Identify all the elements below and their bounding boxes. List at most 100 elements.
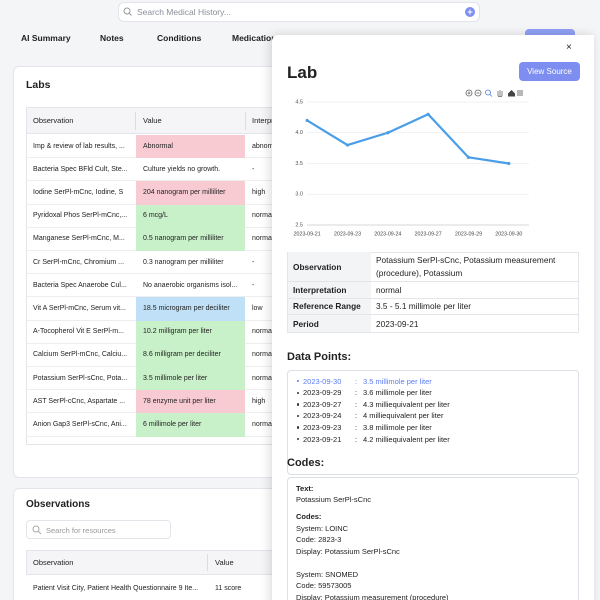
observation-cell: A-Tocopherol Vit E SerPl-m...: [33, 328, 124, 336]
value-highlight: [136, 367, 245, 391]
details-value: Potassium SerPl-sCnc, Potassium measurem…: [376, 255, 556, 278]
interpretation-cell: normal: [252, 212, 274, 220]
value-cell: 6 millimole per liter: [143, 421, 202, 428]
search-placeholder: Search Medical History...: [137, 6, 231, 17]
nav-tab: Conditions: [157, 32, 202, 43]
nav-tab: Notes: [100, 32, 124, 43]
observation-cell: Potassium SerPl-sCnc, Pota...: [33, 374, 128, 382]
codes-box: [287, 477, 579, 600]
data-point-separator: :: [355, 376, 358, 386]
zoom-icon: [489, 94, 493, 97]
value-cell: No anaerobic organisms isol...: [143, 281, 238, 289]
data-points-box: [287, 370, 579, 475]
observation-cell: Imp & review of lab results, ...: [33, 142, 125, 150]
y-tick-label: 4.5: [295, 99, 303, 105]
zoom-out-icon: [474, 89, 482, 97]
add-icon: [467, 9, 473, 15]
column-header: Observation: [33, 115, 74, 125]
column-header: Value: [215, 557, 234, 567]
column-header: Observation: [33, 557, 74, 567]
details-row-line: [371, 314, 578, 315]
details-value: 2023-09-21: [376, 318, 419, 329]
search-icon: [32, 525, 42, 535]
zoom-icon: [485, 89, 491, 96]
observation-cell: Bacteria Spec Anaerobe Cul...: [33, 281, 127, 289]
codes-codes-label: Codes:: [296, 511, 322, 521]
value-cell: 204 nanogram per milliliter: [143, 189, 226, 196]
data-point-value: 4 milliequivalent per liter: [363, 411, 444, 421]
value-highlight: [136, 204, 245, 228]
value-cell: 8.6 milligram per deciliter: [143, 351, 221, 359]
x-tick-label: 2023-09-29: [455, 231, 482, 237]
data-point-separator: :: [355, 422, 358, 432]
search-icon: [37, 530, 42, 535]
data-point-value: 3.6 millimole per liter: [363, 388, 432, 398]
bullet: [297, 414, 300, 418]
x-tick-label: 2023-09-24: [374, 231, 401, 237]
details-row-line: [371, 281, 578, 282]
data-point-value: 3.5 millimole per liter: [363, 376, 432, 386]
close-button[interactable]: ×: [566, 42, 572, 53]
data-point-date: 2023-09-27: [303, 399, 342, 409]
interpretation-cell: normal: [252, 421, 274, 428]
search-icon: [32, 525, 40, 533]
search-placeholder: Search for resources: [46, 525, 116, 535]
observation-cell: Patient Visit City, Patient Health Quest…: [33, 585, 199, 592]
codes-text-label: Text:: [296, 483, 314, 493]
value-cell: 78 enzyme unit per liter: [143, 397, 216, 405]
value-cell: 3.5 millimole per liter: [143, 374, 208, 382]
observation-cell: Anion Gap3 SerPl-sCnc, Ani...: [33, 421, 127, 428]
bullet: [297, 403, 300, 406]
x-tick-label: 2023-09-30: [495, 231, 522, 237]
details-label: Reference Range: [293, 301, 361, 312]
column-divider: [207, 554, 208, 571]
bullet: [297, 391, 300, 394]
details-label: Interpretation: [293, 284, 347, 295]
details-label-cell: [288, 298, 371, 315]
value-highlight: [136, 227, 245, 251]
pan-icon: [497, 90, 503, 98]
codes-title: Codes:: [287, 457, 325, 469]
view-source-button[interactable]: View Source: [519, 62, 580, 81]
data-point: [386, 131, 390, 135]
code-line: Display: Potassium SerPl-sCnc: [296, 546, 400, 556]
value-cell: Abnormal: [143, 142, 173, 150]
observations-title: Observations: [26, 499, 90, 510]
header-icons: [123, 7, 475, 17]
code-line: System: LOINC: [296, 523, 349, 533]
panel-title: Lab: [287, 63, 318, 82]
data-point: [426, 112, 430, 116]
details-label: Observation: [293, 261, 342, 272]
data-point: [507, 161, 511, 166]
zoom-in-icon: [467, 91, 471, 95]
data-line: [306, 113, 509, 165]
bullet: [297, 380, 300, 383]
details-value: normal: [376, 284, 402, 295]
y-tick-label: 4.0: [295, 130, 303, 136]
value-highlight: [136, 390, 245, 414]
code-line: Code: 2823-3: [296, 535, 342, 545]
details-row-line: [371, 332, 578, 333]
observation-cell: Manganese SerPl-mCnc, M...: [33, 235, 125, 243]
value-highlight: [136, 413, 245, 437]
column-header: Value: [143, 115, 162, 125]
data-point: [466, 155, 471, 159]
interpretation-cell: -: [252, 281, 255, 289]
column-divider: [245, 112, 246, 130]
bullet: [297, 438, 300, 441]
chart: 2.5 3.0 3.5 4.0 4.5 2023-09-21 2023-09-23 2023-…: [294, 89, 529, 237]
data-point-value: 4.3 milliequivalent per liter: [363, 399, 450, 409]
search-bar[interactable]: [118, 2, 480, 22]
observations-search[interactable]: [26, 520, 171, 539]
interpretation-cell: abnormal: [252, 142, 282, 150]
menu-icon: [517, 90, 523, 96]
data-point-separator: :: [355, 434, 358, 444]
observation-cell: Pyridoxal Phos SerPl-mCnc,...: [33, 212, 128, 220]
data-point-separator: :: [355, 399, 358, 409]
value-cell: 6 mcg/L: [143, 212, 168, 220]
y-tick-label: 3.5: [295, 161, 303, 167]
details-label-cell: [288, 252, 371, 282]
code-line: System: SNOMED: [296, 569, 359, 579]
data-point-separator: :: [355, 411, 358, 421]
observation-cell: Calcium SerPl-mCnc, Calciu...: [33, 351, 128, 359]
